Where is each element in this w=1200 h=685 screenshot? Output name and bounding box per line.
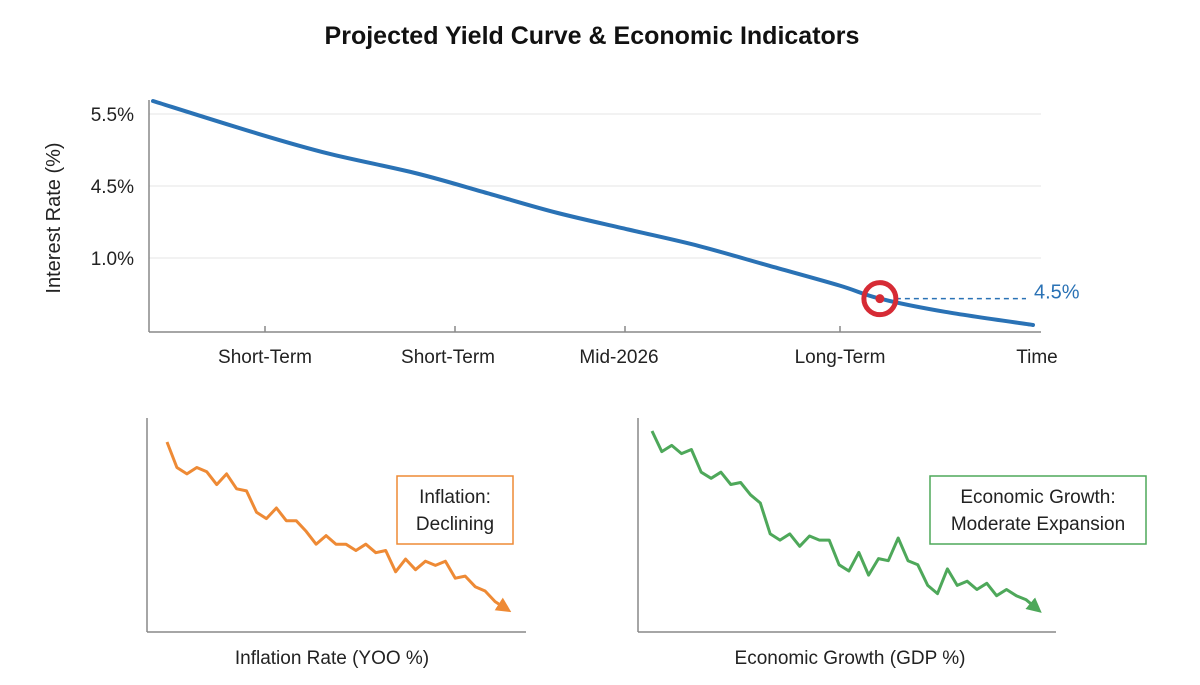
grid-lines xyxy=(149,113,1041,259)
x-tick-label: Time xyxy=(1016,347,1058,368)
x-tick-label: Long-Term xyxy=(795,347,886,368)
y-tick-label: 5.5% xyxy=(91,105,134,126)
x-tick-label: Short-Term xyxy=(218,347,312,368)
x-tick-label: Mid-2026 xyxy=(579,347,658,368)
gdp-annotation-line-1: Economic Growth: xyxy=(960,487,1115,508)
gdp-x-axis-label: Economic Growth (GDP %) xyxy=(735,648,966,669)
inflation-annotation-line-1: Inflation: xyxy=(419,487,491,508)
gdp-panel: Economic Growth: Moderate Expansion Econ… xyxy=(637,418,1147,669)
x-tick-labels: Short-Term Short-Term Mid-2026 Long-Term Tim… xyxy=(218,347,1058,368)
gdp-series-line xyxy=(650,430,1042,613)
y-tick-label: 1.0% xyxy=(91,249,134,270)
inflation-series-line xyxy=(165,441,512,613)
chart-title: Projected Yield Curve & Economic Indicat… xyxy=(324,22,860,50)
y-tick-labels: 5.5% 4.5% 1.0% xyxy=(91,105,134,270)
gdp-annotation-box xyxy=(929,475,1147,545)
y-tick-label: 4.5% xyxy=(91,177,134,198)
highlight-point xyxy=(875,294,885,304)
gdp-annotation-line-2: Moderate Expansion xyxy=(951,514,1125,535)
highlight-ring xyxy=(861,280,899,318)
yield-curve-panel: 5.5% 4.5% 1.0% Interest Rate (%) Short-Ter… xyxy=(43,99,1080,368)
x-tick-label: Short-Term xyxy=(401,347,495,368)
inflation-annotation-box xyxy=(396,475,514,545)
x-tick-marks xyxy=(264,326,841,332)
highlight-value-label: 4.5% xyxy=(1034,282,1080,304)
inflation-annotation-line-2: Declining xyxy=(416,514,494,535)
inflation-panel: Inflation: Declining Inflation Rate (YOO… xyxy=(146,418,526,669)
inflation-x-axis-label: Inflation Rate (YOO %) xyxy=(235,648,429,669)
yield-curve-line xyxy=(151,99,1035,327)
y-axis-label: Interest Rate (%) xyxy=(43,142,65,293)
